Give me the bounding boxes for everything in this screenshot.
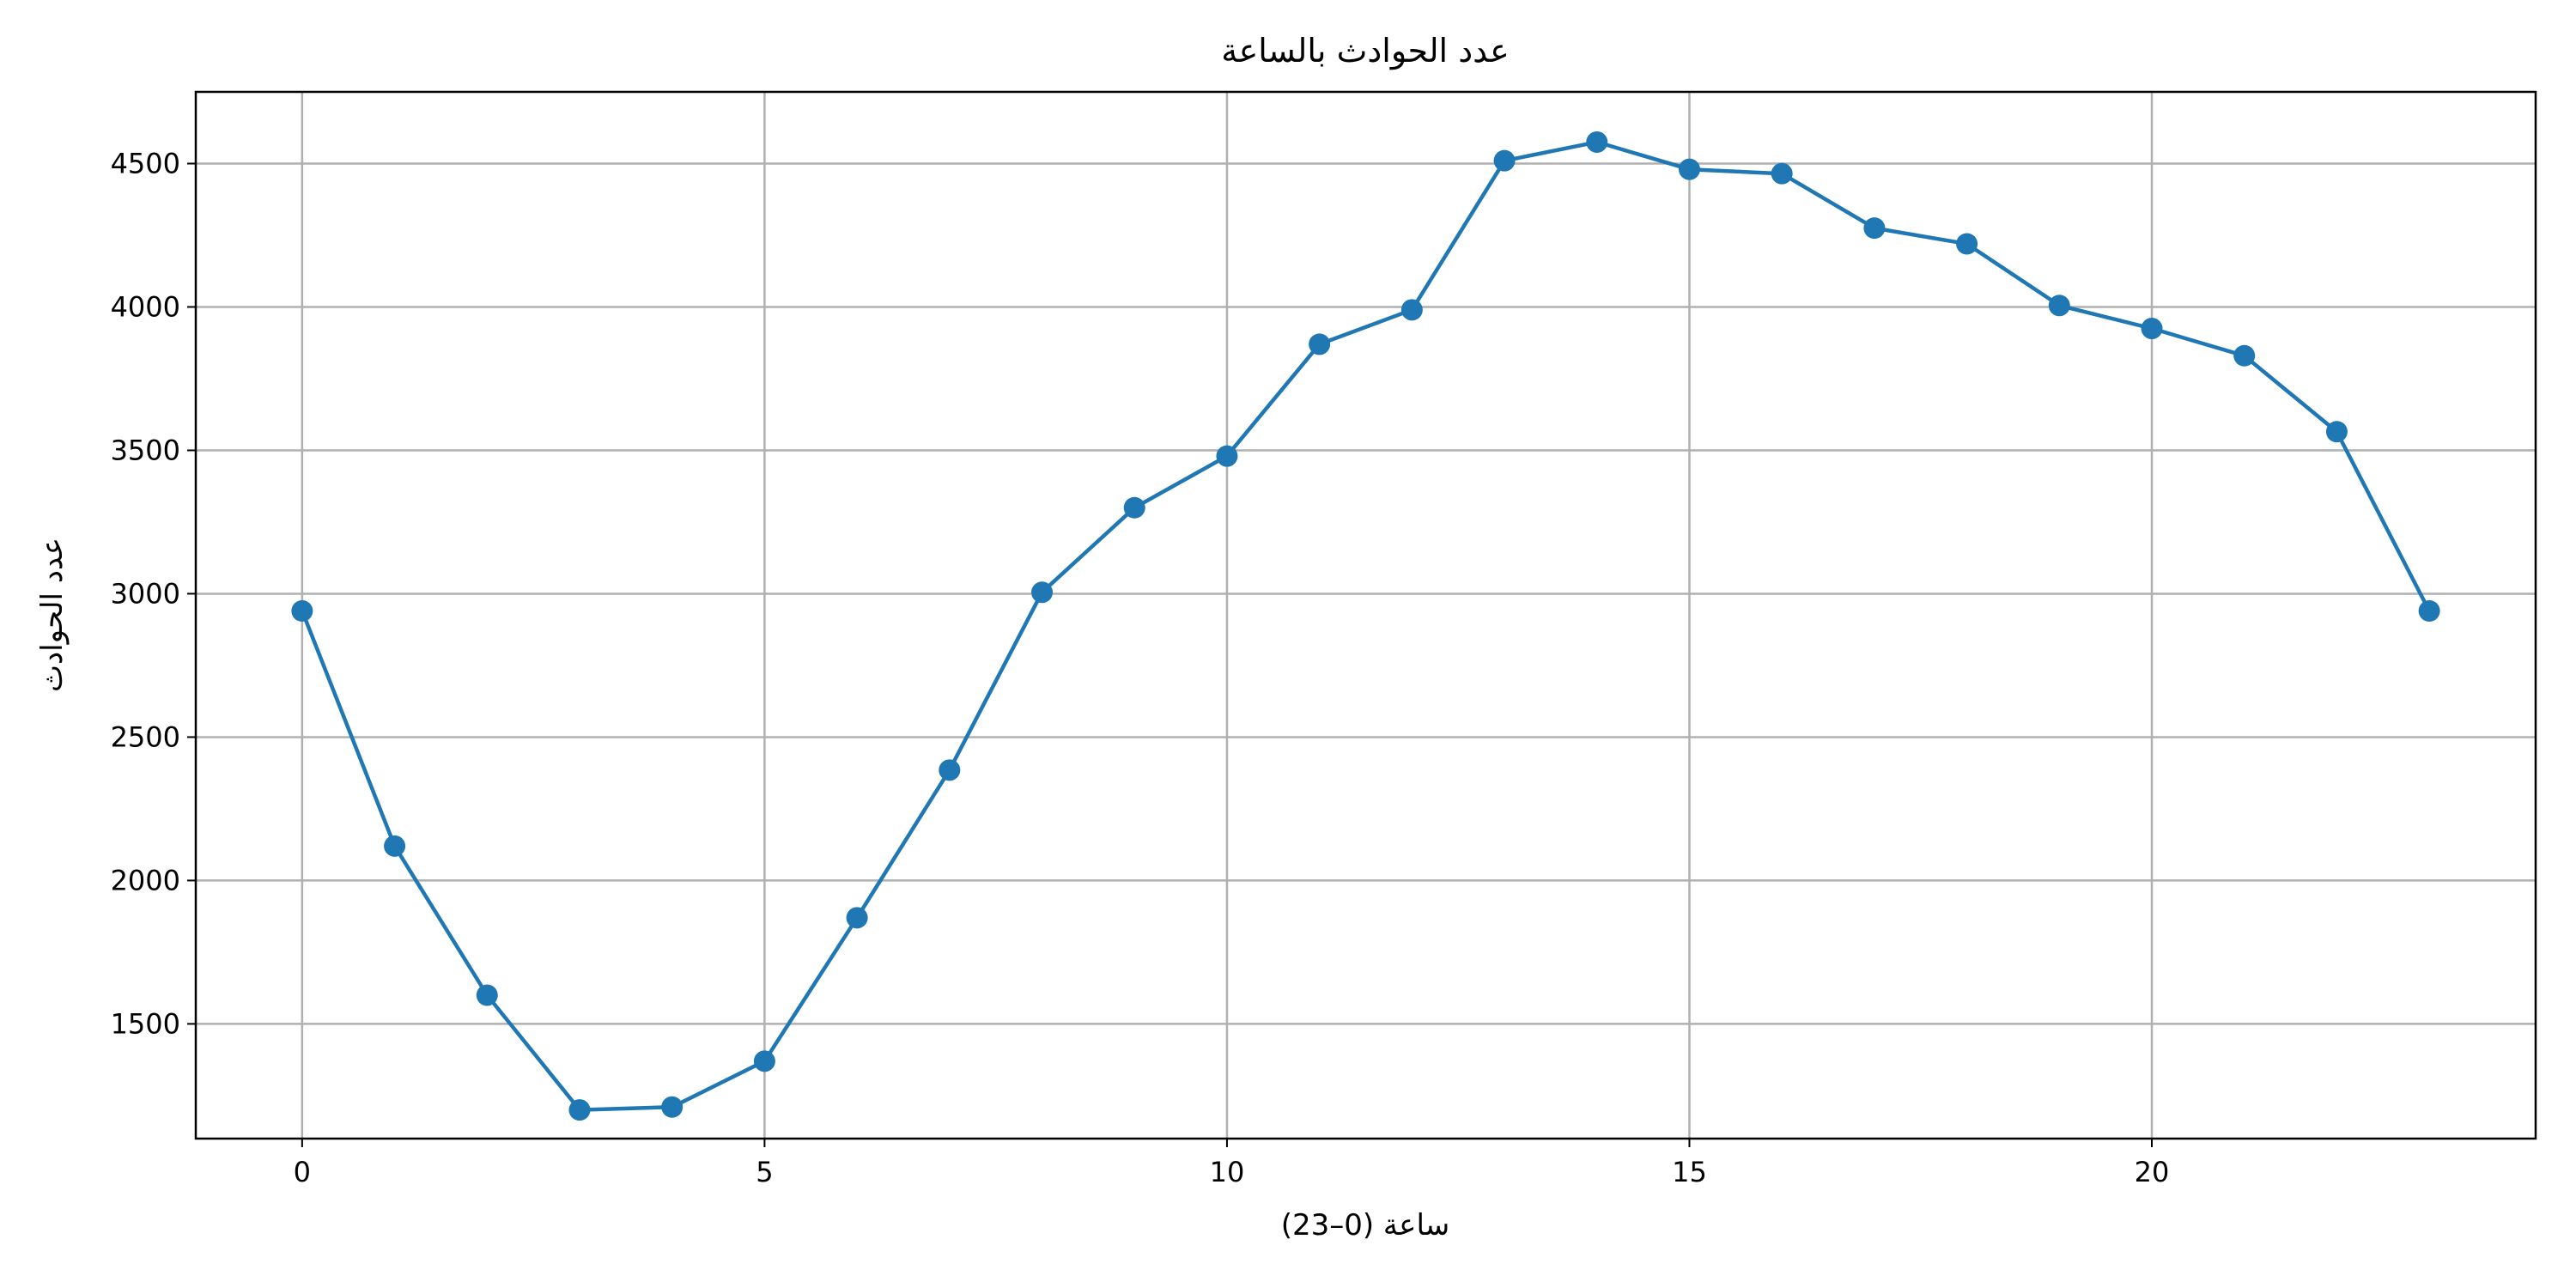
data-point bbox=[1678, 158, 1700, 180]
data-point bbox=[753, 1050, 775, 1072]
grid-lines bbox=[196, 92, 2536, 1139]
x-tick-label: 20 bbox=[2135, 1156, 2170, 1188]
y-tick-label: 4500 bbox=[111, 147, 180, 179]
y-tick-label: 2000 bbox=[111, 864, 180, 896]
y-tick-label: 1500 bbox=[111, 1007, 180, 1040]
plot-frame bbox=[194, 90, 2537, 1140]
data-point bbox=[846, 907, 868, 929]
data-point bbox=[1863, 217, 1886, 240]
data-point bbox=[2233, 344, 2256, 367]
x-tick-label: 5 bbox=[756, 1156, 773, 1188]
data-point bbox=[1123, 496, 1145, 519]
data-point bbox=[2048, 295, 2070, 317]
y-tick-label: 2500 bbox=[111, 720, 180, 753]
y-axis: 1500 2000 2500 3000 3500 4000 4500 bbox=[111, 147, 196, 1040]
data-point bbox=[384, 835, 406, 857]
x-axis: 0 5 10 15 20 bbox=[294, 1139, 2170, 1188]
data-point bbox=[2325, 421, 2348, 443]
data-point bbox=[2141, 318, 2163, 340]
data-point bbox=[1493, 149, 1516, 172]
chart-title: عدد الحوادث بالساعة bbox=[1221, 32, 1510, 70]
x-axis-title: ساعة (0–23) bbox=[1281, 1208, 1450, 1242]
data-point bbox=[1309, 333, 1331, 355]
data-point bbox=[291, 599, 313, 622]
data-point bbox=[2418, 599, 2440, 622]
data-point bbox=[1586, 131, 1608, 153]
data-point bbox=[1400, 299, 1423, 321]
y-tick-label: 3500 bbox=[111, 434, 180, 466]
x-tick-label: 0 bbox=[294, 1156, 311, 1188]
x-tick-label: 15 bbox=[1672, 1156, 1707, 1188]
data-point bbox=[476, 984, 498, 1006]
data-point bbox=[1216, 445, 1238, 467]
data-point bbox=[1771, 162, 1793, 185]
x-tick-label: 10 bbox=[1210, 1156, 1245, 1188]
data-point bbox=[1956, 233, 1978, 255]
y-tick-label: 4000 bbox=[111, 290, 180, 323]
data-point bbox=[661, 1096, 683, 1118]
y-axis-title: عدد الحوادث bbox=[35, 538, 70, 692]
data-point bbox=[1031, 581, 1054, 604]
data-series bbox=[291, 131, 2440, 1121]
data-point bbox=[939, 759, 961, 781]
data-point bbox=[568, 1099, 591, 1121]
series-line bbox=[300, 140, 2432, 1112]
y-tick-label: 3000 bbox=[111, 577, 180, 610]
